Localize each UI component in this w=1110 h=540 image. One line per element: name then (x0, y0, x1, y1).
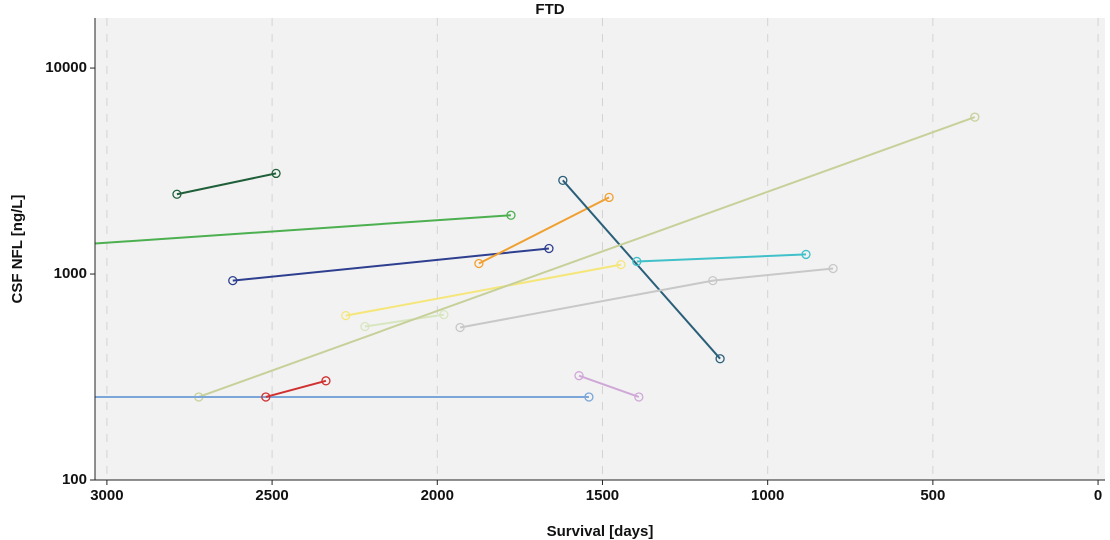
x-tick-label: 3000 (90, 487, 123, 504)
data-point (801, 249, 811, 260)
data-point (271, 168, 281, 179)
y-tick-label: 10000 (45, 59, 87, 76)
grid (106, 18, 1099, 480)
data-point (439, 310, 449, 320)
series-line (265, 379, 327, 398)
x-tick-label: 500 (920, 487, 945, 504)
data-point (172, 189, 182, 199)
series-line (345, 263, 622, 317)
data-point (616, 259, 626, 270)
data-point (70, 393, 78, 401)
data-point (474, 258, 484, 269)
series-line (562, 179, 721, 360)
data-point (828, 263, 838, 274)
data-point (261, 392, 271, 402)
x-tick-label: 0 (1094, 487, 1102, 504)
data-point (544, 243, 554, 254)
data-point (455, 322, 465, 333)
data-point (360, 321, 370, 332)
series-line (636, 253, 807, 263)
data-point (632, 256, 642, 267)
y-axis-label: CSF NFL [ng/L] (9, 195, 26, 304)
plot-area (95, 18, 1105, 480)
x-tick-label: 1500 (586, 487, 619, 504)
chart-title: FTD (535, 1, 564, 18)
series-line (95, 214, 512, 245)
data-point (970, 112, 980, 122)
y-tick-label: 100 (62, 471, 87, 488)
x-tick-label: 2500 (255, 487, 288, 504)
data-point (228, 275, 238, 286)
series-line (176, 172, 277, 196)
series-line (364, 313, 445, 328)
data-point (604, 192, 614, 203)
data-point (584, 392, 594, 402)
y-tick-label: 1000 (54, 265, 87, 282)
data-point (574, 371, 584, 381)
series-line (459, 267, 834, 329)
data-point (634, 392, 644, 402)
marks (70, 112, 980, 402)
data-point (708, 275, 718, 286)
data-point (70, 241, 78, 249)
x-tick-label: 2000 (421, 487, 454, 504)
data-point (341, 310, 351, 321)
series-line (578, 374, 640, 398)
data-point (715, 354, 725, 364)
data-point (558, 175, 568, 185)
x-axis-label: Survival [days] (547, 523, 654, 540)
data-point (321, 376, 331, 386)
x-tick-label: 1000 (751, 487, 784, 504)
series-line (198, 116, 976, 398)
data-point (506, 210, 516, 220)
